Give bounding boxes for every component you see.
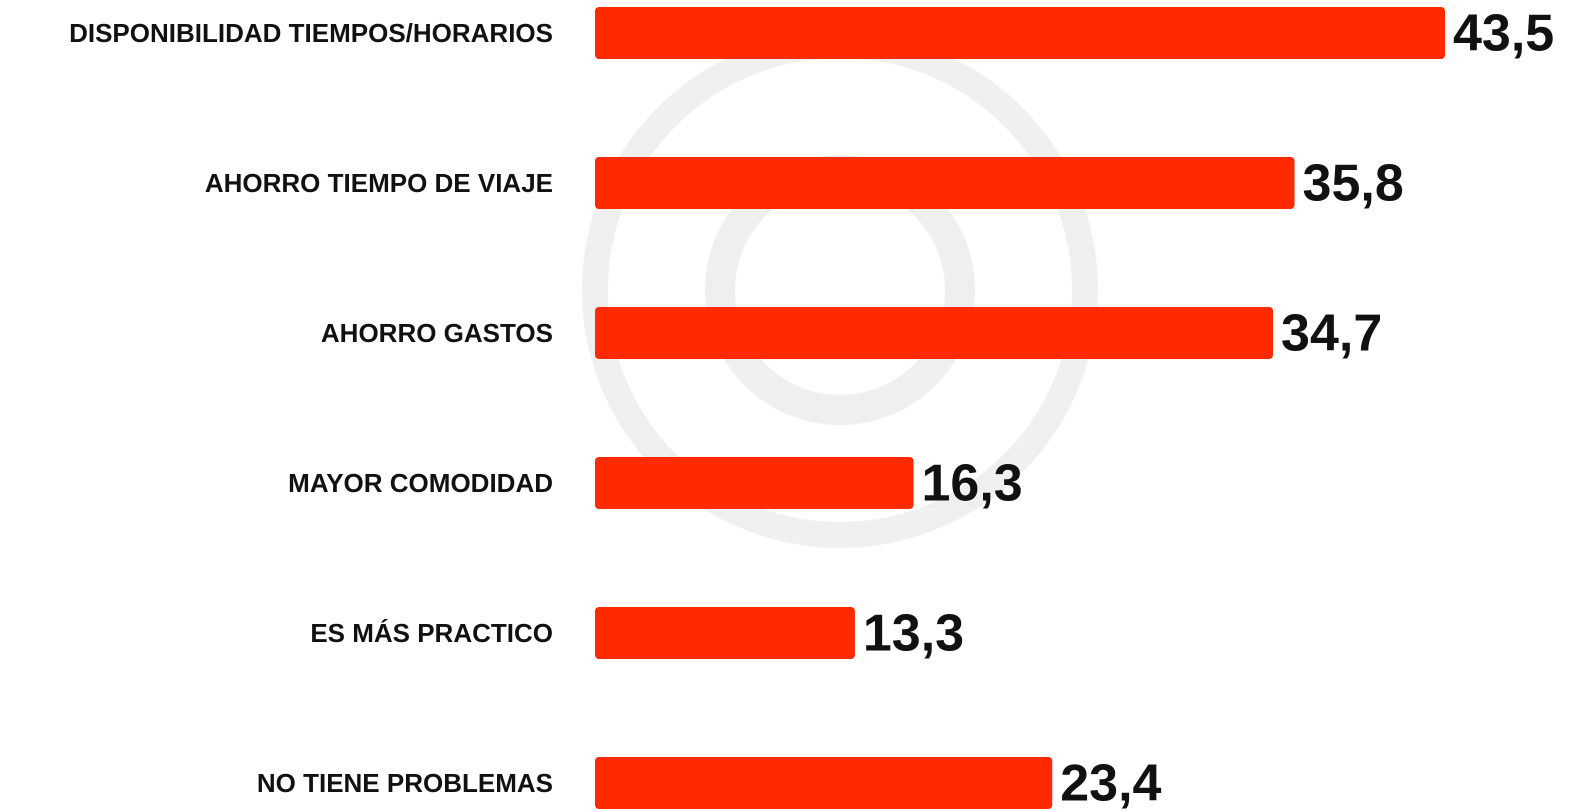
value-label: 13,3 <box>863 605 964 663</box>
value-label: 23,4 <box>1060 755 1161 811</box>
category-label: MAYOR COMODIDAD <box>288 468 553 498</box>
bar <box>595 7 1445 59</box>
category-label: DISPONIBILIDAD TIEMPOS/HORARIOS <box>69 18 553 48</box>
bar <box>595 157 1295 209</box>
category-label: AHORRO TIEMPO DE VIAJE <box>205 168 553 198</box>
value-label: 43,5 <box>1453 5 1554 63</box>
bar <box>595 607 855 659</box>
bar <box>595 757 1053 809</box>
category-label: ES MÁS PRACTICO <box>310 618 553 648</box>
bar <box>595 307 1274 359</box>
bar <box>595 457 914 509</box>
value-label: 16,3 <box>922 455 1023 513</box>
value-label: 35,8 <box>1303 155 1404 213</box>
category-label: NO TIENE PROBLEMAS <box>257 768 553 798</box>
category-label: AHORRO GASTOS <box>321 318 553 348</box>
value-label: 34,7 <box>1281 305 1382 363</box>
